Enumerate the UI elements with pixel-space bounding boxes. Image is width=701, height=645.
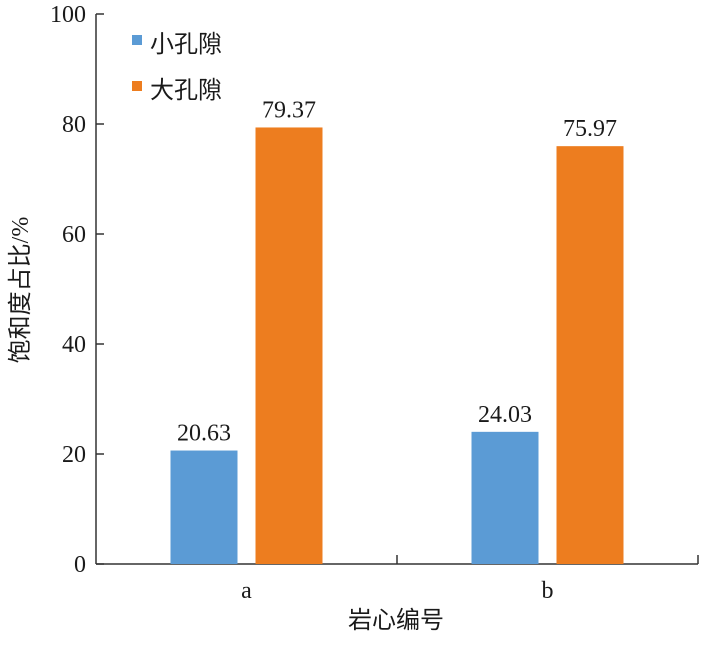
y-tick-label: 60 (62, 222, 86, 248)
bars (170, 127, 624, 565)
y-tick-label: 20 (62, 442, 86, 468)
x-tick-label: b (542, 578, 554, 604)
y-tick-label: 100 (50, 2, 86, 28)
data-label-a-series-0: 20.63 (177, 421, 231, 447)
legend-swatch-0 (132, 35, 142, 45)
y-tick-label: 0 (74, 552, 86, 578)
data-label-a-series-1: 79.37 (262, 97, 316, 123)
y-tick-label: 80 (62, 112, 86, 138)
bar-b-series-1 (556, 146, 624, 565)
data-label-b-series-1: 75.97 (563, 116, 617, 142)
legend-label-0: 小孔隙 (150, 31, 222, 58)
x-axis-title: 岩心编号 (348, 607, 444, 634)
bar-a-series-0 (170, 450, 238, 564)
legend-label-1: 大孔隙 (150, 77, 222, 104)
data-labels: 20.63 79.37 24.03 75.97 (177, 97, 617, 446)
data-label-b-series-0: 24.03 (478, 402, 532, 428)
x-tick-label: a (241, 578, 252, 604)
legend-swatch-1 (132, 81, 142, 91)
y-axis-title: 饱和度占比/% (7, 217, 34, 364)
bar-b-series-0 (471, 431, 539, 564)
bar-a-series-1 (255, 127, 323, 564)
y-tick-label: 40 (62, 332, 86, 358)
